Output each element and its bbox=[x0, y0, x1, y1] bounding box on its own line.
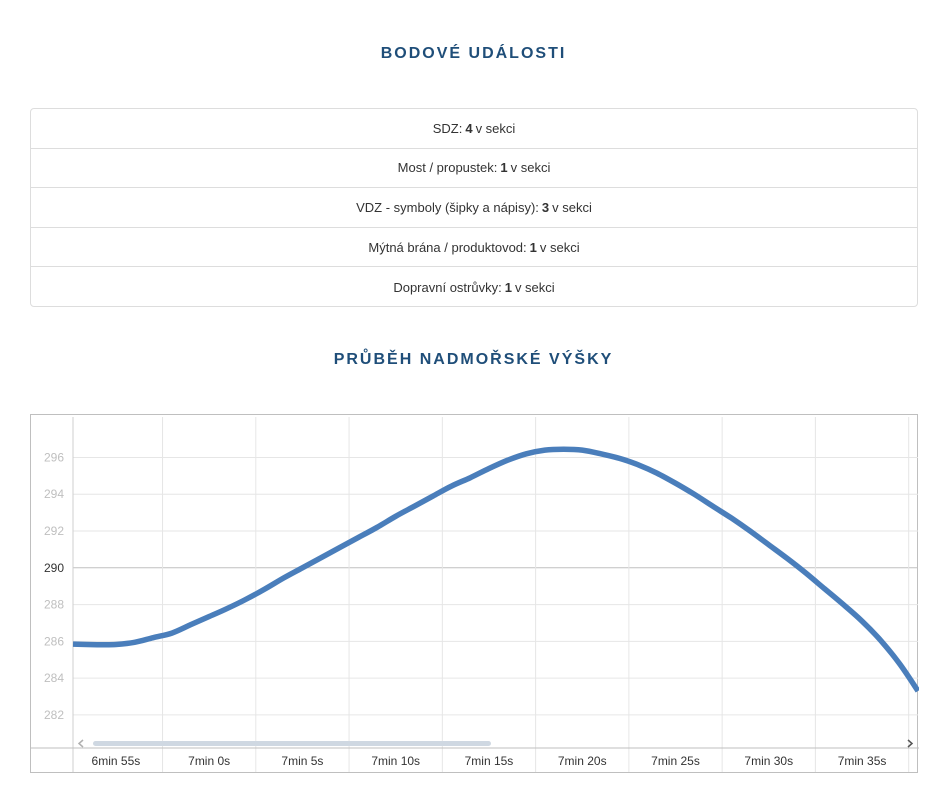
x-tick-label: 7min 35s bbox=[838, 754, 887, 768]
event-label: VDZ - symboly (šipky a nápisy): bbox=[356, 199, 539, 215]
event-label: Dopravní ostrůvky: bbox=[393, 279, 502, 295]
event-count: 1 bbox=[504, 279, 512, 295]
x-tick-label: 7min 30s bbox=[744, 754, 793, 768]
y-tick-label: 288 bbox=[44, 598, 64, 612]
scrollbar-thumb[interactable] bbox=[93, 741, 491, 746]
horizontal-scrollbar[interactable] bbox=[77, 739, 914, 748]
event-row-vdz-symbols: VDZ - symboly (šipky a nápisy): 3 v sekc… bbox=[31, 188, 917, 228]
event-row-traffic-islands: Dopravní ostrůvky: 1 v sekci bbox=[31, 267, 917, 306]
x-tick-label: 7min 0s bbox=[188, 754, 230, 768]
elevation-title: PRŮBĚH NADMOŘSKÉ VÝŠKY bbox=[333, 351, 614, 368]
event-row-toll-gate: Mýtná brána / produktovod: 1 v sekci bbox=[31, 228, 917, 268]
x-tick-label: 7min 15s bbox=[465, 754, 514, 768]
event-suffix: v sekci bbox=[552, 199, 592, 215]
x-tick-label: 7min 25s bbox=[651, 754, 700, 768]
elevation-series-line bbox=[72, 446, 919, 693]
event-label: Most / propustek: bbox=[397, 160, 498, 176]
event-suffix: v sekci bbox=[539, 239, 580, 255]
y-tick-label: 284 bbox=[44, 671, 64, 685]
event-row-bridge: Most / propustek: 1 v sekci bbox=[31, 149, 917, 189]
event-label: SDZ: bbox=[432, 120, 463, 136]
x-tick-label: 6min 55s bbox=[92, 754, 141, 768]
y-tick-label: 294 bbox=[44, 487, 64, 501]
chevron-left-icon[interactable] bbox=[77, 739, 84, 748]
x-tick-label: 7min 10s bbox=[371, 754, 420, 768]
y-tick-label: 286 bbox=[44, 634, 64, 648]
y-tick-label: 290 bbox=[44, 561, 64, 575]
event-count: 4 bbox=[465, 120, 473, 136]
event-count: 1 bbox=[500, 160, 508, 176]
event-suffix: v sekci bbox=[510, 160, 551, 176]
event-label: Mýtná brána / produktovod: bbox=[368, 239, 527, 255]
y-tick-label: 282 bbox=[44, 708, 64, 722]
events-title: BODOVÉ UDÁLOSTI bbox=[380, 45, 567, 62]
x-tick-label: 7min 20s bbox=[558, 754, 607, 768]
y-tick-label: 296 bbox=[44, 450, 64, 464]
elevation-chart-frame: 282 284 286 288 290 292 294 296 6min 55s 7min 0s 7… bbox=[30, 414, 919, 773]
event-count: 3 bbox=[541, 199, 550, 215]
y-tick-label: 292 bbox=[44, 524, 64, 538]
event-suffix: v sekci bbox=[475, 120, 516, 136]
events-list: SDZ: 4 v sekci Most / propustek: 1 v sek… bbox=[30, 108, 918, 307]
event-suffix: v sekci bbox=[514, 279, 555, 295]
chevron-right-icon[interactable] bbox=[907, 739, 914, 748]
event-count: 1 bbox=[529, 239, 537, 255]
elevation-chart: 282 284 286 288 290 292 294 296 6min 55s 7min 0s 7… bbox=[31, 417, 919, 772]
event-row-sdz: SDZ: 4 v sekci bbox=[31, 109, 917, 149]
x-tick-label: 7min 5s bbox=[281, 754, 323, 768]
